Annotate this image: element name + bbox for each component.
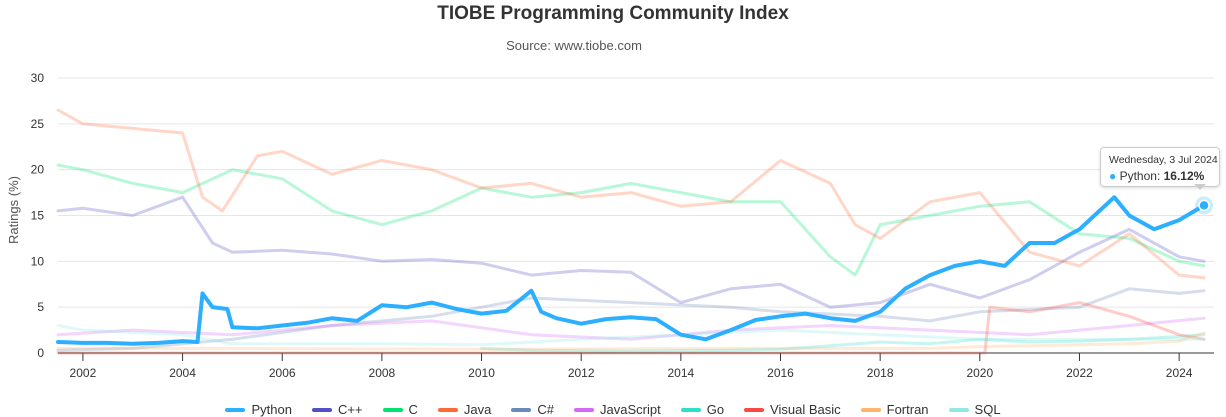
legend-label: Visual Basic [770, 402, 841, 417]
legend-label: C# [537, 402, 554, 417]
legend-swatch-icon [949, 408, 969, 412]
tooltip-pointer-icon [1194, 184, 1206, 190]
x-axis-ticks: 2002 2004 2006 2008 2010 2012 2014 2016 2018 2020… [70, 353, 1193, 380]
legend-label: SQL [975, 402, 1001, 417]
y-tick-label: 5 [37, 300, 44, 314]
series-line-python[interactable] [58, 197, 1204, 344]
y-axis-ticks: 0 5 10 15 20 25 30 [31, 71, 45, 360]
y-tick-label: 10 [31, 254, 45, 268]
tooltip-bullet-icon: ● [1109, 169, 1116, 183]
legend-item-python[interactable]: Python [225, 402, 291, 417]
y-tick-label: 0 [37, 346, 44, 360]
x-tick-label: 2016 [767, 366, 794, 380]
x-tick-label: 2004 [169, 366, 196, 380]
hover-point-marker[interactable] [1199, 200, 1209, 210]
y-tick-label: 25 [31, 117, 45, 131]
y-axis-label: Ratings (%) [6, 176, 21, 244]
legend-label: JavaScript [600, 402, 661, 417]
legend-swatch-icon [861, 408, 881, 412]
legend-item-c[interactable]: C [383, 402, 418, 417]
tooltip-value: 16.12% [1164, 169, 1205, 183]
x-tick-label: 2006 [269, 366, 296, 380]
legend-item-go[interactable]: Go [681, 402, 724, 417]
legend-label: Python [251, 402, 291, 417]
legend-label: Java [464, 402, 491, 417]
line-chart: 0 5 10 15 20 25 30 2002 2004 2006 2008 2010 2012 201… [0, 0, 1226, 417]
legend-label: Go [707, 402, 724, 417]
legend-item-c-[interactable]: C++ [312, 402, 363, 417]
legend-item-fortran[interactable]: Fortran [861, 402, 929, 417]
hover-tooltip: Wednesday, 3 Jul 2024 ● Python: 16.12% [1100, 147, 1220, 187]
tooltip-series-name: Python [1120, 169, 1157, 183]
x-tick-label: 2022 [1066, 366, 1093, 380]
legend-swatch-icon [574, 408, 594, 412]
x-tick-label: 2024 [1166, 366, 1193, 380]
series-lines [58, 110, 1213, 353]
legend-label: C [409, 402, 418, 417]
x-tick-label: 2002 [70, 366, 97, 380]
x-tick-label: 2008 [369, 366, 396, 380]
legend-swatch-icon [681, 408, 701, 412]
y-tick-label: 30 [31, 71, 45, 85]
legend-swatch-icon [312, 408, 332, 412]
tooltip-date: Wednesday, 3 Jul 2024 [1109, 154, 1218, 166]
x-tick-label: 2014 [667, 366, 694, 380]
chart-legend: Python C++ C Java C# JavaScript Go Visual Basic… [0, 402, 1226, 417]
legend-item-sql[interactable]: SQL [949, 402, 1001, 417]
series-line-c[interactable] [58, 165, 1204, 275]
legend-swatch-icon [511, 408, 531, 412]
legend-swatch-icon [438, 408, 458, 412]
legend-item-javascript[interactable]: JavaScript [574, 402, 661, 417]
x-tick-label: 2020 [966, 366, 993, 380]
x-tick-label: 2010 [468, 366, 495, 380]
legend-item-c-[interactable]: C# [511, 402, 554, 417]
x-tick-label: 2012 [568, 366, 595, 380]
x-tick-label: 2018 [867, 366, 894, 380]
legend-swatch-icon [225, 408, 245, 412]
y-tick-label: 20 [31, 163, 45, 177]
y-tick-label: 15 [31, 209, 45, 223]
legend-label: C++ [338, 402, 363, 417]
legend-item-java[interactable]: Java [438, 402, 491, 417]
legend-swatch-icon [383, 408, 403, 412]
tooltip-value-row: ● Python: 16.12% [1109, 169, 1204, 183]
legend-label: Fortran [887, 402, 929, 417]
legend-swatch-icon [744, 408, 764, 412]
grid-lines [58, 78, 1214, 353]
legend-item-visual-basic[interactable]: Visual Basic [744, 402, 841, 417]
